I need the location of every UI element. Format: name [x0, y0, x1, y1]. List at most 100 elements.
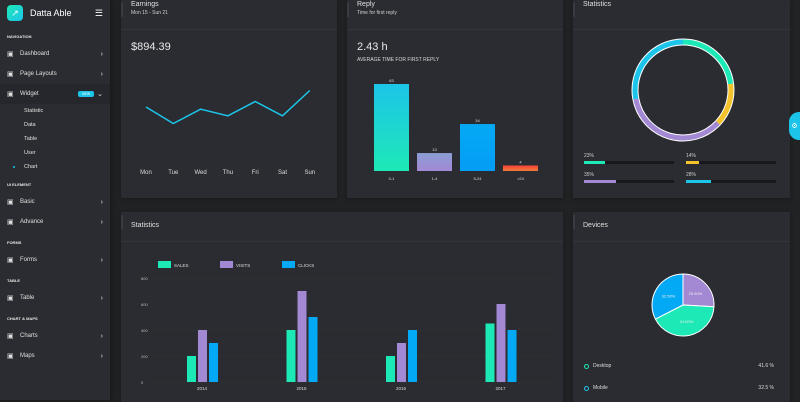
x-tick-label: >24 [517, 176, 525, 181]
devices-card: Devices 25.90% 41.60% 32.50% Desktop 41.6 %… [573, 212, 790, 402]
sidebar-item-charts[interactable]: ▣ Charts › [0, 326, 110, 346]
chevron-right-icon: › [100, 256, 103, 264]
sidebar-item-basic[interactable]: ▣ Basic › [0, 192, 110, 212]
card-subtitle: Time for first reply [357, 10, 397, 16]
progress-label: 35% [584, 172, 595, 178]
legend-label: SALES [174, 263, 189, 268]
nav-caption: NAVIGATION [7, 34, 32, 39]
bar-value-label: 63 [389, 78, 394, 83]
progress-bar [584, 180, 674, 183]
submenu-item-statistic[interactable]: Statistic [24, 108, 44, 114]
bar-clicks [507, 330, 517, 382]
x-tick-label: Fri [252, 170, 259, 176]
card-title: Statistics [583, 1, 612, 8]
box-icon: ▣ [7, 199, 14, 206]
progress-bar [686, 161, 776, 164]
settings-icon[interactable]: ⚙ [789, 112, 800, 140]
donut-segment [633, 98, 720, 141]
statistics-grouped-bar-chart: 0 200 400 600 800 SALES VISITS CLICKS 2014 2015 20… [141, 261, 551, 391]
menu-toggle-icon[interactable]: ☰ [94, 7, 103, 18]
legend-label: VISITS [236, 263, 250, 268]
pie-slice-label: 25.90% [689, 291, 703, 296]
legend-value: 32.5 % [758, 385, 774, 391]
brand-name: Datta Able [30, 8, 72, 18]
sidebar-item-label: Page Layouts [20, 71, 57, 77]
sidebar-item-label: Advance [20, 219, 44, 225]
bar-sales [286, 330, 296, 382]
x-tick-label: 2016 [396, 386, 407, 391]
legend-swatch [158, 261, 171, 268]
trending-up-icon: ↗ [7, 5, 23, 21]
x-tick-label: 1-4 [432, 176, 439, 181]
chevron-right-icon: › [100, 70, 103, 78]
bar-visits [496, 304, 506, 382]
sidebar-item-forms[interactable]: ▣ Forms › [0, 250, 110, 270]
sidebar-item-dashboard[interactable]: ▣ Dashboard › [0, 44, 110, 64]
submenu-item-user[interactable]: User [24, 150, 36, 156]
legend-swatch [220, 261, 233, 268]
x-tick-label: 5-24 [473, 176, 482, 181]
sidebar-item-table[interactable]: ▣ Table › [0, 288, 110, 308]
submenu-item-data[interactable]: Data [24, 122, 36, 128]
statistics-donut-card: Statistics 23% 14% 35% 28% [573, 0, 790, 198]
x-tick-label: 2015 [296, 386, 307, 391]
reply-bar [417, 153, 452, 171]
pie-chart-icon: ▣ [7, 333, 14, 340]
layout-icon: ▣ [7, 71, 14, 78]
statistics-donut-chart [631, 38, 735, 142]
y-tick-label: 800 [141, 276, 148, 281]
reply-value: 2.43 h [357, 41, 388, 53]
bar-visits [297, 291, 307, 382]
nav-caption: FORMS [7, 240, 22, 245]
bar-clicks [408, 330, 417, 382]
y-tick-label: 200 [141, 354, 148, 359]
chevron-right-icon: › [100, 198, 103, 206]
pie-slice-label: 41.60% [680, 319, 694, 324]
new-badge: NEW [77, 91, 95, 97]
file-text-icon: ▣ [7, 257, 14, 264]
sidebar-item-widget[interactable]: ▣ Widget NEW ⌄ [0, 84, 110, 104]
legend-label: Mobile [593, 385, 608, 391]
sidebar-item-page-layouts[interactable]: ▣ Page Layouts › [0, 64, 110, 84]
card-title: Reply [357, 1, 375, 8]
bar-value-label: 4 [519, 159, 522, 164]
chevron-right-icon: › [100, 332, 103, 340]
bar-sales [386, 356, 395, 382]
x-tick-label: 2017 [495, 386, 506, 391]
statistics-bar-card: Statistics 0 200 400 600 800 SALES VISITS CLICK… [121, 212, 563, 402]
bar-clicks [308, 317, 318, 382]
donut-segment [716, 83, 734, 125]
earnings-card: Earnings Mon 15 - Sun 21 $894.39 Mon Tue We… [121, 0, 337, 198]
sidebar-item-label: Forms [20, 257, 37, 263]
x-tick-label: Mon [140, 170, 152, 176]
donut-segment [632, 39, 684, 100]
pie-slice [682, 273, 715, 308]
card-subtitle: Mon 15 - Sun 21 [131, 10, 168, 16]
chevron-right-icon: › [100, 218, 103, 226]
sidebar-item-label: Widget [20, 91, 39, 97]
chevron-right-icon: › [100, 294, 103, 302]
nav-caption: CHART & MAPS [7, 316, 38, 321]
bar-sales [485, 323, 495, 382]
submenu-item-table[interactable]: Table [24, 136, 38, 142]
card-title: Statistics [131, 222, 160, 229]
progress-bar [584, 161, 674, 164]
x-tick-label: Sun [304, 170, 315, 176]
progress-bar [686, 180, 776, 183]
legend-mobile: Mobile 32.5 % [584, 385, 774, 391]
layers-icon: ▣ [7, 91, 14, 98]
reply-bar-chart: 63 0-1 13 1-4 34 5-24 4 >24 [374, 78, 538, 181]
reply-bar [503, 165, 538, 171]
reply-card: Reply Time for first reply 2.43 h AVERAGE… [347, 0, 563, 198]
map-icon: ▣ [7, 353, 14, 360]
earnings-line-chart: Mon Tue Wed Thu Fri Sat Sun [140, 89, 315, 176]
home-icon: ▣ [7, 51, 14, 58]
server-icon: ▣ [7, 295, 14, 302]
gitlab-icon: ▣ [7, 219, 14, 226]
submenu-item-chart[interactable]: Chart [0, 160, 110, 174]
sidebar-item-advance[interactable]: ▣ Advance › [0, 212, 110, 232]
pie-slice [654, 304, 715, 337]
x-tick-label: 2014 [197, 386, 208, 391]
chevron-right-icon: › [100, 352, 103, 360]
sidebar-item-maps[interactable]: ▣ Maps › [0, 346, 110, 366]
